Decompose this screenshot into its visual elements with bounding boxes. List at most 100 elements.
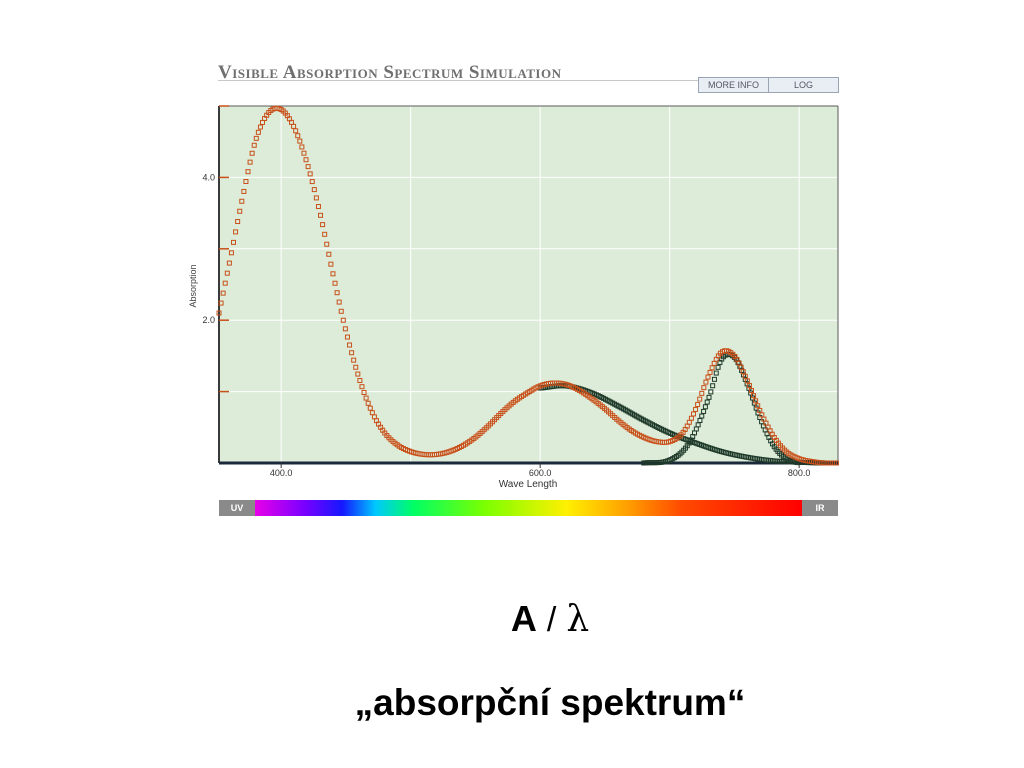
data-point [257, 124, 263, 130]
x-tick-label: 400.0 [270, 468, 293, 478]
data-point [297, 138, 303, 144]
data-point [693, 406, 699, 412]
data-point [245, 169, 251, 175]
data-point [740, 369, 746, 375]
data-point [748, 388, 754, 394]
data-point [249, 150, 255, 156]
data-point [344, 334, 350, 340]
data-point [247, 159, 253, 165]
data-point [326, 251, 332, 257]
data-point [222, 280, 228, 286]
data-point [365, 400, 371, 406]
data-point [336, 299, 342, 305]
absorption-chart: 2.0 4.0 400.0 600.0 800.0 Absorption Wave Le… [188, 105, 839, 490]
data-point [351, 357, 357, 363]
ir-label: IR [802, 500, 838, 516]
data-point [233, 229, 239, 235]
data-point [704, 399, 710, 405]
data-point [746, 383, 752, 389]
more-info-button[interactable]: MORE INFO [698, 77, 769, 93]
data-point [715, 364, 721, 370]
data-point [695, 402, 701, 408]
data-point [753, 398, 759, 404]
spectrum-bar: UV IR [219, 500, 838, 516]
title-divider [218, 80, 698, 81]
series-1 [216, 105, 839, 466]
data-point [699, 390, 705, 396]
data-point [239, 198, 245, 204]
data-point [324, 241, 330, 247]
data-point [231, 239, 237, 245]
formula: A / λ [0, 598, 1024, 640]
data-point [703, 379, 709, 385]
x-axis-label: Wave Length [499, 479, 558, 490]
y-tick-label: 4.0 [202, 172, 215, 182]
data-point [255, 129, 261, 135]
data-point [311, 187, 317, 193]
data-point [241, 188, 247, 194]
data-point [218, 300, 224, 306]
data-point [702, 404, 708, 410]
data-point [228, 250, 234, 256]
data-point [332, 280, 338, 286]
data-point [751, 393, 757, 399]
y-tick-label: 2.0 [202, 315, 215, 325]
y-axis-label: Absorption [188, 264, 198, 307]
data-point [309, 179, 315, 185]
data-point [342, 326, 348, 332]
data-point [226, 260, 232, 266]
data-point [303, 157, 309, 163]
data-point [710, 383, 716, 389]
data-point [353, 364, 359, 370]
data-point [699, 413, 705, 419]
data-point [701, 408, 707, 414]
data-point [744, 378, 750, 384]
uv-label: UV [219, 500, 255, 516]
data-point [742, 373, 748, 379]
data-point [305, 164, 311, 170]
data-point [340, 317, 346, 323]
data-point [330, 271, 336, 277]
formula-lambda: λ [566, 599, 590, 640]
data-point [307, 171, 313, 177]
data-point [318, 212, 324, 218]
data-point [313, 195, 319, 201]
data-point [697, 396, 703, 402]
formula-separator: / [546, 601, 557, 639]
data-point [328, 261, 334, 267]
data-point [355, 371, 361, 377]
x-tick-label: 600.0 [529, 468, 552, 478]
data-point [243, 179, 249, 185]
top-button-group: MORE INFO LOG [698, 77, 839, 93]
data-point [322, 231, 328, 237]
data-point [713, 370, 719, 376]
data-point [295, 133, 301, 139]
caption: „absorpční spektrum“ [354, 682, 746, 723]
grid-lines [219, 106, 838, 463]
data-point [359, 384, 365, 390]
data-point [235, 218, 241, 224]
data-point [349, 350, 355, 356]
app-title: Visible Absorption Spectrum Simulation [218, 62, 562, 83]
data-point [320, 222, 326, 228]
data-point [357, 378, 363, 384]
data-point [363, 395, 369, 401]
data-point [748, 390, 754, 396]
data-point [367, 405, 373, 411]
data-point [224, 270, 230, 276]
formula-absorbance: A [510, 598, 537, 639]
axes [218, 105, 839, 465]
data-point [237, 208, 243, 214]
data-point [251, 142, 257, 148]
data-point [707, 369, 713, 375]
data-point [833, 460, 839, 466]
plot-area [219, 106, 838, 463]
log-button[interactable]: LOG [769, 77, 839, 93]
data-point [361, 390, 367, 396]
tick-marks: 2.0 4.0 400.0 600.0 800.0 [202, 105, 810, 478]
visible-spectrum-gradient [255, 500, 802, 516]
data-point [301, 150, 307, 156]
data-point [334, 290, 340, 296]
data-point [708, 389, 714, 395]
data-point [338, 308, 344, 314]
